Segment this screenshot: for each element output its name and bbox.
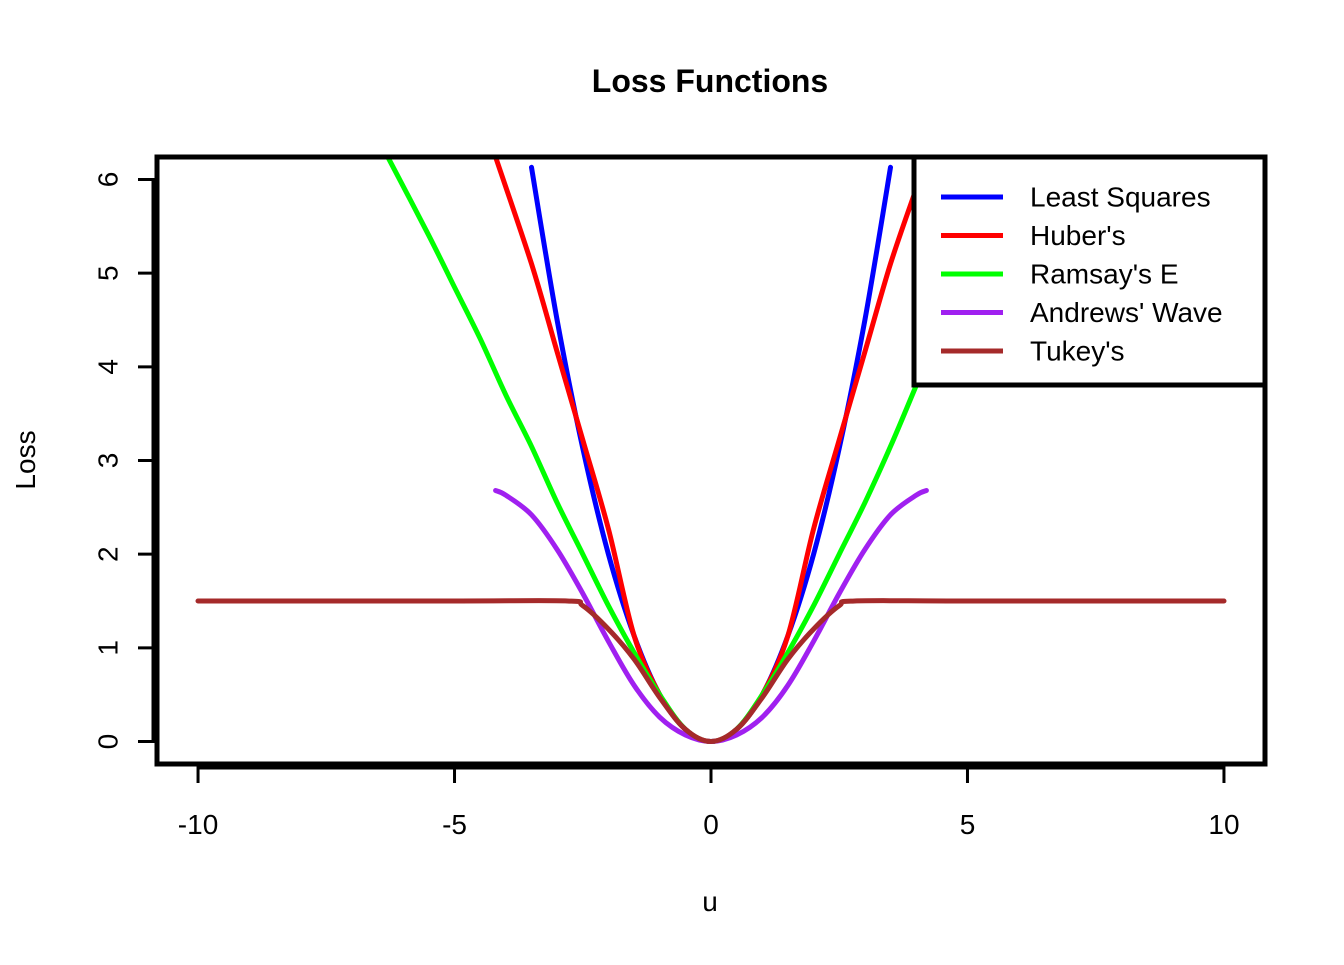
legend: Least Squares Huber's Ramsay's E Andrews' W… (911, 154, 1268, 388)
x-tick-label: -5 (442, 809, 467, 840)
legend-label: Andrews' Wave (1030, 297, 1223, 328)
axis-layer: -10 -5 0 5 10 0 1 2 3 4 5 6 (93, 172, 1240, 840)
legend-label: Least Squares (1030, 182, 1211, 213)
series-line-tukey-s (195, 598, 1227, 744)
x-tick-label: 5 (960, 809, 976, 840)
legend-label: Huber's (1030, 220, 1126, 251)
series-line-andrews-wave (493, 488, 929, 744)
legend-label: Tukey's (1030, 336, 1125, 367)
series-line-huber-s (493, 157, 919, 744)
series-layer (195, 157, 1227, 744)
x-tick-label: -10 (178, 809, 218, 840)
y-tick-label: 0 (93, 734, 124, 750)
y-axis-label: Loss (10, 430, 41, 489)
x-tick-label: 10 (1208, 809, 1239, 840)
y-tick-label: 3 (93, 453, 124, 469)
chart-title: Loss Functions (592, 63, 828, 99)
y-tick-label: 6 (93, 172, 124, 188)
legend-label: Ramsay's E (1030, 259, 1179, 290)
y-tick-label: 4 (93, 359, 124, 375)
x-tick-label: 0 (703, 809, 719, 840)
y-tick-label: 5 (93, 265, 124, 281)
y-tick-label: 2 (93, 546, 124, 562)
x-axis-label: u (702, 886, 718, 917)
y-tick-label: 1 (93, 640, 124, 656)
plot-frame (154, 154, 1268, 767)
